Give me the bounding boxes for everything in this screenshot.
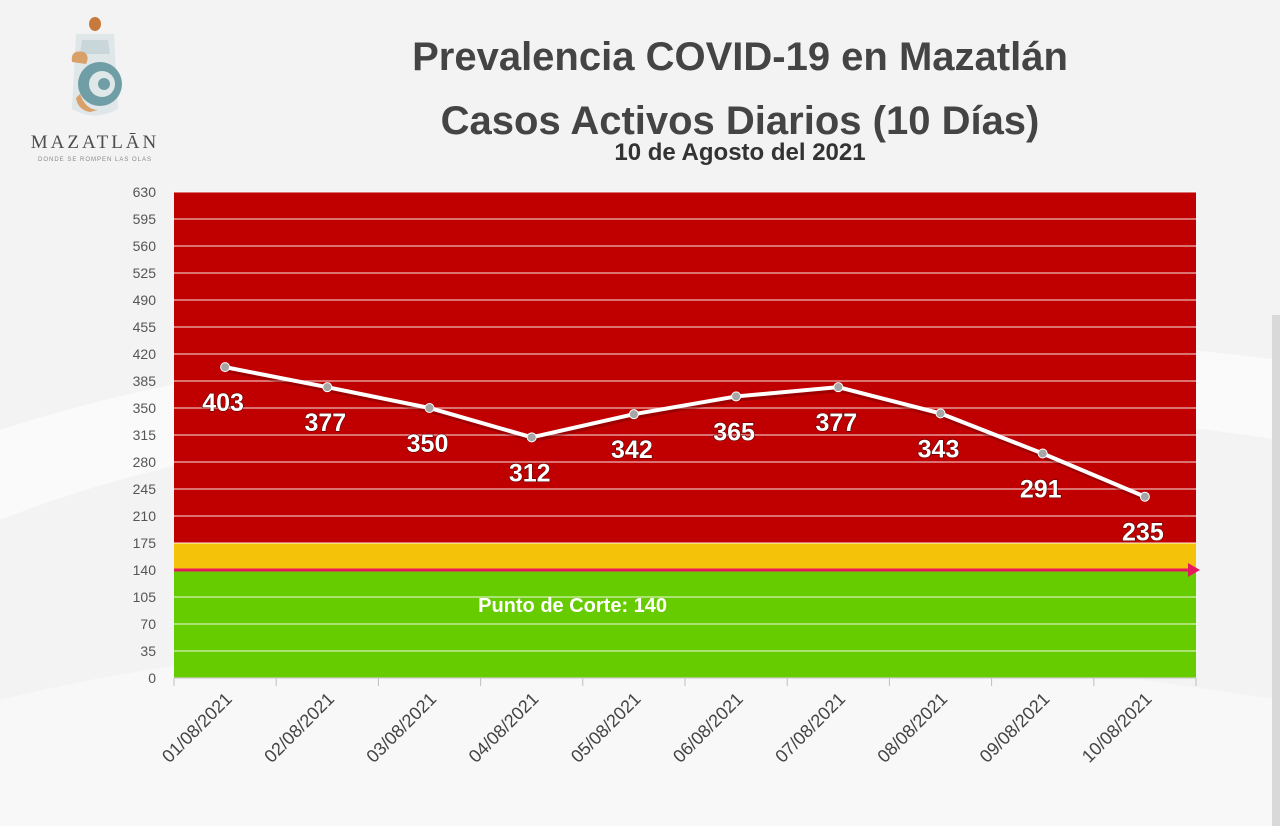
data-label: 377 — [304, 409, 346, 437]
y-tick-label: 245 — [133, 481, 157, 497]
y-tick-label: 350 — [133, 400, 157, 416]
y-tick-label: 140 — [133, 562, 157, 578]
zone-band-1 — [174, 543, 1196, 570]
data-label: 312 — [509, 459, 551, 487]
data-label: 350 — [407, 430, 449, 458]
logo-tagline: DONDE SE ROMPEN LAS OLAS — [37, 157, 153, 163]
data-point — [1037, 448, 1048, 459]
y-tick-label: 280 — [133, 454, 157, 470]
data-point — [424, 403, 435, 413]
y-tick-label: 315 — [133, 427, 157, 443]
chart-title-line1: Prevalencia COVID-19 en Mazatlán — [412, 35, 1068, 79]
threshold-label: Punto de Corte: 140 — [478, 595, 667, 617]
data-point — [833, 382, 844, 393]
data-label: 377 — [815, 409, 857, 437]
chart-title-line2: Casos Activos Diarios (10 Días) — [440, 99, 1040, 143]
y-tick-label: 420 — [133, 346, 157, 362]
y-tick-label: 385 — [133, 373, 157, 389]
y-tick-label: 0 — [148, 670, 156, 686]
series-line — [224, 365, 1146, 499]
mazatlan-logo: MAZATLĀN DONDE SE ROMPEN LAS OLAS — [20, 14, 170, 164]
y-tick-label: 490 — [133, 292, 157, 308]
y-tick-label: 595 — [133, 211, 157, 227]
x-tick-label: 07/08/2021 — [771, 689, 849, 767]
y-tick-label: 560 — [133, 238, 157, 254]
x-tick-label: 02/08/2021 — [260, 689, 338, 767]
logo-wordmark: MAZATLĀN — [30, 132, 160, 153]
y-tick-label: 630 — [133, 184, 157, 200]
x-tick-label: 05/08/2021 — [567, 689, 645, 767]
threshold-arrow-icon — [1188, 563, 1200, 577]
data-point — [1139, 491, 1150, 502]
x-tick-label: 10/08/2021 — [1078, 689, 1156, 767]
chart-header: Prevalencia COVID-19 en Mazatlán Casos A… — [300, 34, 1180, 166]
y-tick-label: 455 — [133, 319, 157, 335]
data-point — [935, 408, 946, 419]
data-point — [628, 409, 639, 420]
data-point — [220, 362, 231, 373]
zone-band-2 — [174, 192, 1196, 543]
y-tick-label: 210 — [133, 508, 157, 524]
x-tick-label: 01/08/2021 — [158, 689, 236, 767]
x-tick-label: 08/08/2021 — [873, 689, 951, 767]
y-tick-label: 175 — [133, 535, 157, 551]
x-tick-label: 03/08/2021 — [362, 689, 440, 767]
y-tick-label: 105 — [133, 589, 157, 605]
data-point — [526, 432, 537, 443]
data-label: 365 — [713, 418, 755, 446]
data-point — [731, 391, 742, 402]
data-label: 343 — [918, 435, 960, 463]
y-tick-label: 35 — [140, 643, 156, 659]
data-label: 291 — [1020, 476, 1062, 504]
chart-subtitle: 10 de Agosto del 2021 — [614, 139, 866, 166]
x-tick-label: 06/08/2021 — [669, 689, 747, 767]
data-label: 403 — [202, 389, 244, 417]
y-tick-label: 70 — [140, 616, 156, 632]
data-label: 342 — [611, 436, 653, 464]
data-point — [322, 382, 333, 393]
mazatlan-emblem-icon — [71, 17, 122, 116]
y-tick-label: 525 — [133, 265, 157, 281]
x-tick-label: 09/08/2021 — [976, 689, 1054, 767]
x-tick-label: 04/08/2021 — [465, 689, 543, 767]
data-label: 235 — [1122, 519, 1164, 547]
